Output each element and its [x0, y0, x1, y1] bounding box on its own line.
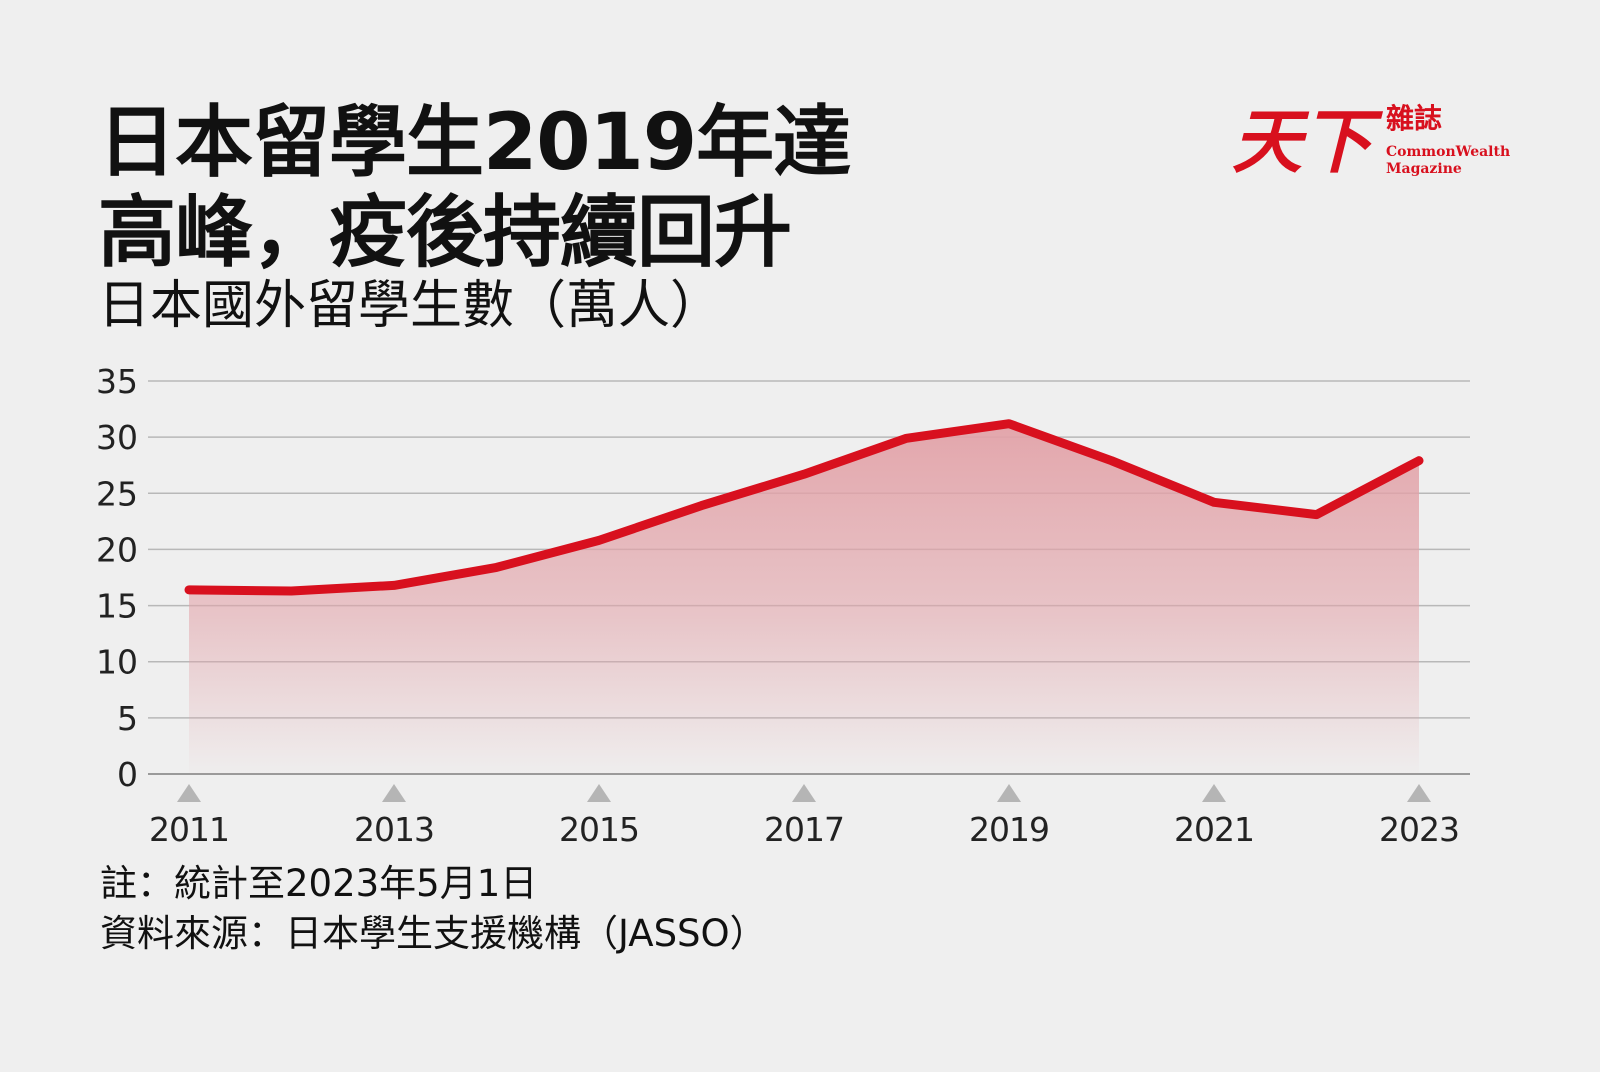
y-tick-label: 5 — [117, 699, 138, 738]
y-tick-label: 15 — [96, 587, 138, 626]
data-point — [1418, 460, 1420, 462]
x-tick-marker — [587, 784, 611, 802]
y-tick-label: 35 — [96, 362, 138, 401]
x-tick-marker — [382, 784, 406, 802]
logo-brand-sub: 雜誌 — [1386, 102, 1443, 135]
x-tick-label: 2021 — [1174, 810, 1254, 849]
chart-title: 日本留學生2019年達 高峰，疫後持續回升 — [98, 98, 998, 278]
x-tick-marker — [1407, 784, 1431, 802]
x-tick-marker — [792, 784, 816, 802]
y-axis-ticks: 0 5 10 15 20 25 30 35 — [96, 362, 138, 794]
data-point — [1213, 501, 1215, 503]
commonwealth-logo: 天下 雜誌 CommonWealth Magazine — [1232, 100, 1522, 190]
data-point — [393, 584, 395, 586]
data-point — [803, 473, 805, 475]
logo-brand-en-line-1: CommonWealth — [1386, 144, 1511, 160]
logo-brand-en-line-2: Magazine — [1386, 161, 1462, 177]
data-point — [1008, 423, 1010, 425]
x-tick-label: 2023 — [1379, 810, 1459, 849]
footnote-note: 註：統計至2023年5月1日 — [100, 862, 538, 905]
footnote-source: 資料來源：日本學生支援機構（JASSO） — [100, 912, 767, 955]
data-point — [291, 590, 292, 592]
area-fill — [189, 423, 1419, 774]
data-point — [1111, 460, 1112, 462]
chart-title-line-2: 高峰，疫後持續回升 — [98, 188, 792, 278]
chart-subtitle: 日本國外留學生數（萬人） — [98, 276, 723, 336]
x-tick-label: 2019 — [969, 810, 1049, 849]
x-tick-label: 2013 — [354, 810, 434, 849]
x-axis-ticks: 2011 2013 2015 2017 2019 2021 2023 — [149, 784, 1460, 849]
x-tick-marker — [997, 784, 1021, 802]
x-tick-marker — [1202, 784, 1226, 802]
data-point — [188, 589, 190, 591]
x-tick-label: 2011 — [149, 810, 229, 849]
y-tick-label: 0 — [117, 755, 138, 794]
x-tick-marker — [177, 784, 201, 802]
y-tick-label: 10 — [96, 643, 138, 682]
data-point — [906, 437, 907, 439]
data-point — [598, 539, 600, 541]
y-tick-label: 25 — [96, 474, 138, 513]
y-tick-label: 30 — [96, 418, 138, 457]
data-point — [496, 566, 497, 568]
y-tick-label: 20 — [96, 530, 138, 569]
x-tick-label: 2015 — [559, 810, 639, 849]
x-tick-label: 2017 — [764, 810, 844, 849]
logo-brand-text: 天下 — [1232, 100, 1372, 183]
chart-title-line-1: 日本留學生2019年達 — [98, 98, 851, 188]
logo-brand-en: CommonWealth Magazine — [1386, 144, 1510, 178]
data-points — [188, 423, 1420, 592]
data-point — [701, 505, 702, 507]
data-point — [1316, 514, 1317, 516]
